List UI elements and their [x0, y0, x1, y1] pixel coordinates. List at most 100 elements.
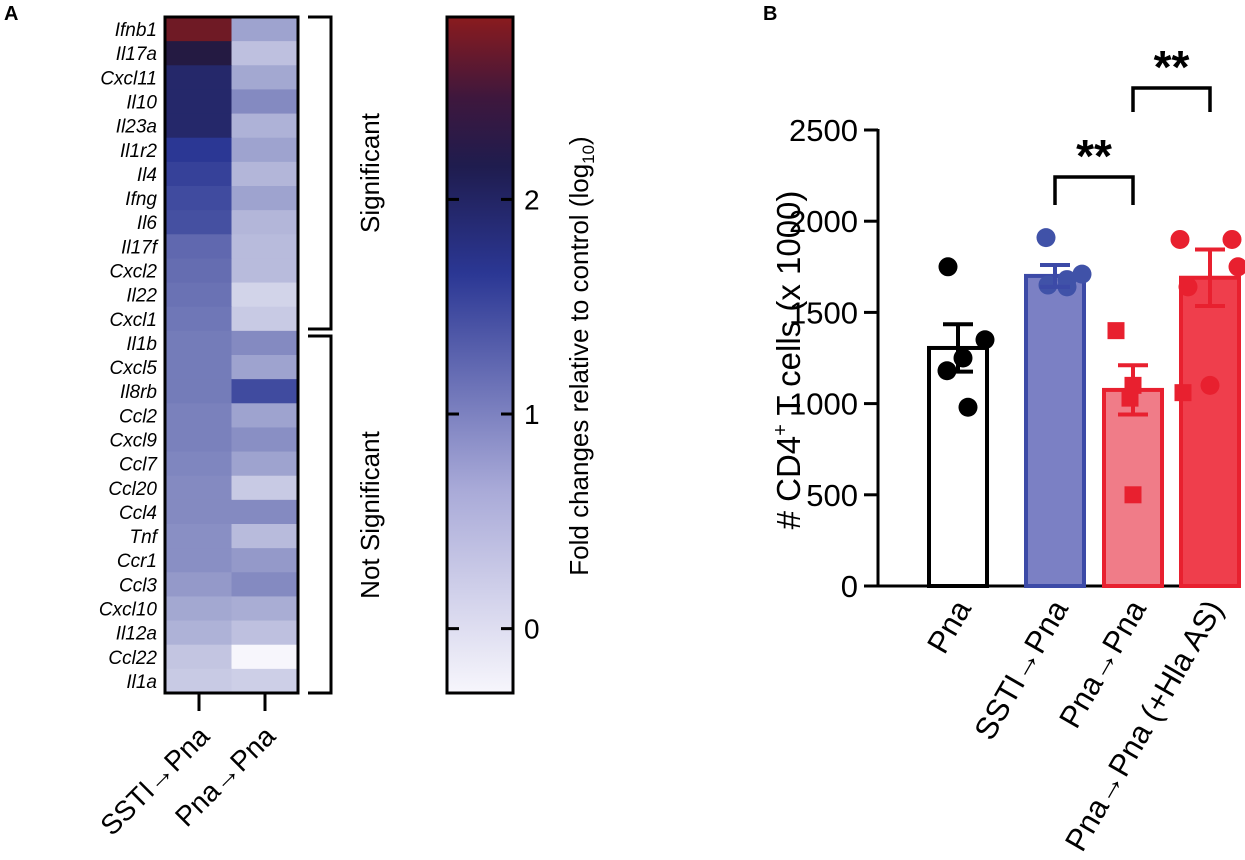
row-label-cxcl9: Cxcl9	[109, 431, 157, 452]
heatmap-cell-ccl7-1	[165, 451, 233, 477]
heatmap-cell-cxcl11-2	[231, 65, 299, 91]
heatmap-cell-cxcl1-2	[231, 306, 299, 332]
bracket-not-significant	[308, 334, 333, 695]
panel-label-b: B	[763, 3, 777, 25]
bar-1-point-1	[938, 257, 958, 277]
bar-1	[927, 345, 989, 588]
row-label-cxcl2: Cxcl2	[109, 262, 157, 283]
heatmap-frame	[163, 15, 300, 695]
bar-2	[1024, 273, 1086, 588]
row-label-ccl4: Ccl4	[119, 503, 157, 524]
heatmap-cell-il12a-1	[165, 620, 233, 646]
heatmap-cell-cxcl2-2	[231, 258, 299, 284]
significance-bracket-1	[1053, 175, 1135, 205]
heatmap-cell-cxcl1-1	[165, 306, 233, 332]
row-label-il10: Il10	[126, 93, 157, 114]
heatmap-cell-tnf-2	[231, 524, 299, 549]
y-tick-label-2000: 2000	[789, 204, 858, 239]
heatmap-cell-il1r2-1	[165, 137, 233, 163]
heatmap-cell-il6-2	[231, 210, 299, 235]
heatmap-cell-il17a-1	[165, 41, 233, 66]
row-label-ccl3: Ccl3	[119, 575, 157, 596]
heatmap-cell-il1a-1	[165, 668, 233, 694]
y-tick-label-500: 500	[806, 478, 858, 513]
row-label-cxcl10: Cxcl10	[99, 600, 158, 621]
heatmap-cell-ccl4-2	[231, 499, 299, 525]
heatmap-cell-ccl2-1	[165, 403, 233, 429]
panel-label-a: A	[4, 3, 18, 25]
significance-brackets: Significant Not Significant	[308, 15, 385, 695]
row-label-il4: Il4	[137, 165, 157, 186]
heatmap-cell-il4-2	[231, 161, 299, 187]
bar-1-point-2	[975, 330, 995, 350]
x-label-2: SSTI→Pna	[967, 593, 1075, 745]
bracket-significant	[308, 15, 333, 331]
bar-2-point-1	[1036, 228, 1056, 248]
y-tick-label-1500: 1500	[789, 295, 858, 330]
row-label-il1r2: Il1r2	[120, 141, 157, 162]
row-label-ccr1: Ccr1	[117, 551, 157, 572]
heatmap-cell-il1b-1	[165, 330, 233, 356]
heatmap-cell-il1b-2	[231, 330, 299, 356]
row-label-il23a: Il23a	[116, 117, 157, 138]
bar-4-point-2	[1222, 229, 1242, 249]
heatmap-cell-ifnb1-2	[231, 17, 299, 42]
heatmap: Ifnb1 Il17a Cxcl11 Il10 Il23a Il1r2 Il4 Ifng Il6…	[94, 15, 300, 841]
row-label-ifnb1: Ifnb1	[115, 20, 157, 41]
heatmap-cell-ccl3-2	[231, 572, 299, 598]
group-label-not-significant: Not Significant	[355, 430, 385, 598]
bar-3-point-4	[1121, 389, 1139, 407]
y-axis-label: # CD4+ T cells (x 1000)	[770, 191, 807, 530]
heatmap-cell-il4-1	[165, 161, 233, 187]
heatmap-cell-ccl2-2	[231, 403, 299, 429]
heatmap-cell-il6-1	[165, 210, 233, 235]
bar-3-point-1	[1107, 322, 1125, 340]
heatmap-cell-ifng-2	[231, 186, 299, 211]
row-label-il8rb: Il8rb	[120, 382, 157, 403]
heatmap-cell-ifng-1	[165, 186, 233, 211]
colorbar-tick-label-0: 0	[524, 614, 540, 645]
bar-1-point-5	[958, 397, 978, 417]
heatmap-cell-il8rb-2	[231, 379, 299, 404]
bar-3-point-5	[1124, 486, 1142, 504]
bar-2-point-2	[1072, 264, 1092, 284]
heatmap-cell-il22-1	[165, 282, 233, 308]
bar-4-point-1	[1170, 229, 1190, 249]
significance-label-1: **	[1076, 130, 1112, 182]
y-tick-label-0: 0	[841, 569, 858, 604]
heatmap-cell-tnf-1	[165, 524, 233, 549]
colorbar: 0 1 2 Fold changes relative to control (lo…	[445, 15, 598, 695]
bar-4-point-5	[1200, 375, 1220, 395]
row-label-il1b: Il1b	[126, 334, 157, 355]
heatmap-cell-il23a-1	[165, 113, 233, 139]
colorbar-tick-label-1: 1	[524, 399, 540, 430]
row-label-cxcl5: Cxcl5	[109, 358, 157, 379]
y-tick-label-2500: 2500	[789, 113, 858, 148]
heatmap-cell-il1a-2	[231, 668, 299, 694]
row-label-il6: Il6	[137, 213, 158, 234]
heatmap-cell-cxcl11-1	[165, 65, 233, 91]
heatmap-cell-il10-2	[231, 89, 299, 115]
heatmap-cell-il1r2-2	[231, 137, 299, 163]
y-tick-label-1000: 1000	[789, 387, 858, 422]
row-label-cxcl11: Cxcl11	[100, 68, 157, 89]
heatmap-cell-il10-1	[165, 89, 233, 115]
row-label-ifng: Ifng	[125, 189, 157, 210]
heatmap-cell-il17f-1	[165, 234, 233, 260]
row-label-ccl20: Ccl20	[108, 479, 157, 500]
heatmap-cell-cxcl10-1	[165, 596, 233, 622]
heatmap-cell-il17a-2	[231, 41, 299, 66]
row-label-il1a: Il1a	[126, 672, 157, 693]
significance-bracket-2	[1131, 86, 1212, 112]
heatmap-cell-ccl7-2	[231, 451, 299, 477]
heatmap-cell-ccl22-2	[231, 644, 299, 670]
row-label-il12a: Il12a	[116, 624, 157, 645]
heatmap-cell-il17f-2	[231, 234, 299, 260]
colorbar-tick-label-2: 2	[524, 184, 540, 215]
row-label-cxcl1: Cxcl1	[109, 310, 157, 331]
heatmap-cell-cxcl9-1	[165, 427, 233, 453]
heatmap-cell-ccl3-1	[165, 572, 233, 598]
heatmap-cell-il12a-2	[231, 620, 299, 646]
